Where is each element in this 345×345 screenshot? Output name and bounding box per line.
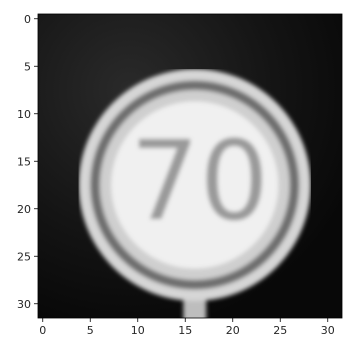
x-tick-label: 10: [131, 324, 145, 337]
x-tick-label: 0: [39, 324, 46, 337]
y-axis: 0 5 10 15 20 25 30: [17, 13, 38, 311]
y-tick-label: 30: [17, 298, 31, 311]
x-tick-label: 30: [321, 324, 335, 337]
sign-face: [111, 101, 279, 269]
x-tick-label: 15: [178, 324, 192, 337]
sign-digits: 70: [130, 118, 269, 245]
y-tick-label: 0: [24, 13, 31, 26]
axes-frame: [37, 13, 343, 319]
x-tick-label: 20: [226, 324, 240, 337]
y-tick-label: 20: [17, 203, 31, 216]
y-tick-label: 10: [17, 108, 31, 121]
x-tick-label: 25: [273, 324, 287, 337]
y-tick-label: 5: [24, 60, 31, 73]
x-tick-label: 5: [87, 324, 94, 337]
y-tick-label: 15: [17, 155, 31, 168]
x-axis: 0 5 10 15 20 25 30: [39, 318, 335, 337]
sign-image: 70: [38, 14, 342, 318]
y-tick-label: 25: [17, 250, 31, 263]
